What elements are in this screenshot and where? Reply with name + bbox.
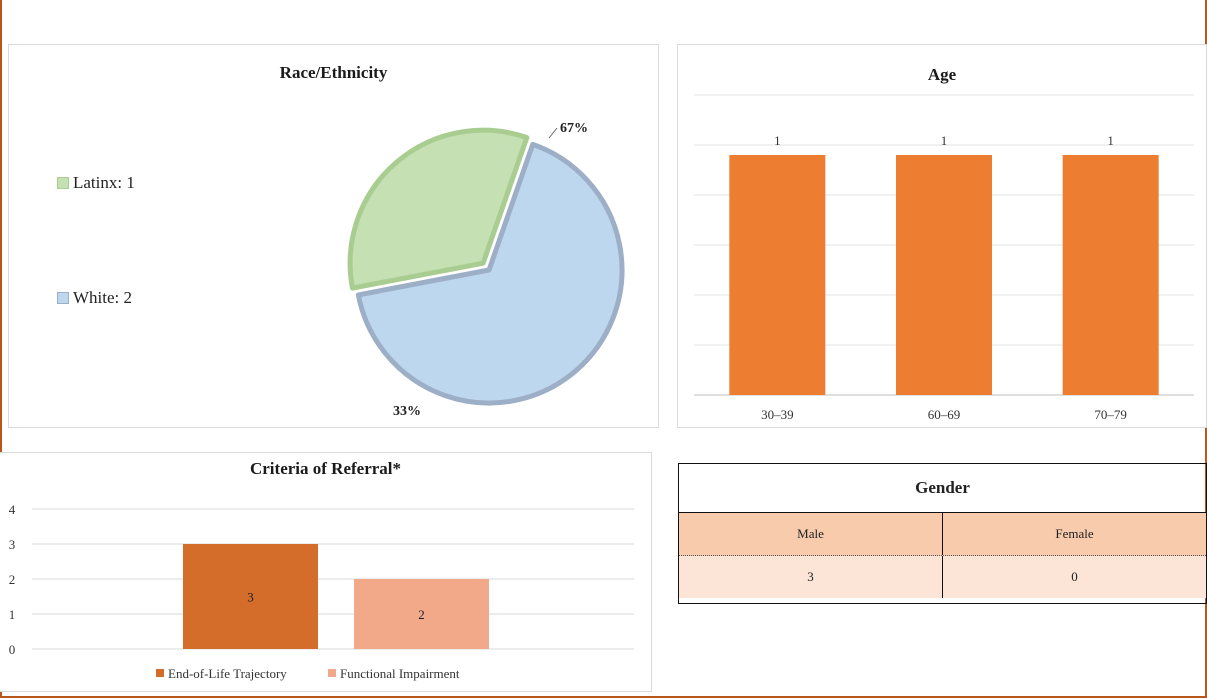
gender-header-row: Male Female [679, 513, 1206, 556]
criteria-legend-label: Functional Impairment [340, 666, 460, 681]
criteria-bar [183, 544, 318, 649]
age-category-label: 30–39 [761, 407, 794, 422]
race-chart-panel: Race/Ethnicity Latinx: 1 White: 2 33% 67% [8, 44, 659, 428]
pie-slice-white [355, 141, 625, 406]
criteria-y-tick-label: 0 [9, 642, 16, 657]
criteria-y-tick-label: 1 [9, 607, 16, 622]
criteria-chart-panel: Criteria of Referral* 0 1 2 3 4 3 2 End-of-Life… [0, 452, 652, 692]
criteria-bar [354, 579, 489, 649]
legend-swatch-latinx [57, 177, 69, 189]
gender-table: Gender Male Female 3 0 [678, 463, 1207, 604]
race-chart-title: Race/Ethnicity [279, 63, 388, 82]
pie-data-label-white: 67% [560, 121, 588, 136]
criteria-y-tick-label: 2 [9, 572, 16, 587]
criteria-legend-swatch [328, 669, 336, 677]
age-chart-title: Age [927, 65, 957, 84]
legend-item-latinx: Latinx: 1 [57, 173, 135, 193]
gender-header-female: Female [942, 513, 1206, 555]
age-data-label: 1 [1107, 133, 1114, 148]
age-bar-chart: 1 30–39 1 60–69 1 70–79 [694, 94, 1194, 422]
age-bar [1062, 155, 1159, 395]
gender-value-row: 3 0 [679, 556, 1206, 598]
age-category-label: 60–69 [928, 407, 961, 422]
criteria-data-label: 2 [418, 607, 425, 622]
gender-header-male: Male [797, 526, 824, 541]
pie-data-label-latinx: 33% [393, 404, 421, 419]
age-bar [729, 155, 826, 395]
pie-slice-latinx [347, 127, 530, 291]
gender-table-title: Gender [679, 464, 1206, 513]
legend-label-white: White: 2 [73, 288, 133, 307]
legend-swatch-white [57, 292, 69, 304]
criteria-chart-title: Criteria of Referral* [249, 459, 402, 478]
gender-value-female: 0 [942, 556, 1206, 598]
gender-value-male: 3 [807, 569, 814, 584]
criteria-bar-chart: 0 1 2 3 4 3 2 End-of-Life Trajectory Functional … [9, 502, 634, 681]
age-category-label: 70–79 [1094, 407, 1127, 422]
pie-leader-line-white [548, 127, 558, 139]
legend-label-latinx: Latinx: 1 [73, 173, 135, 192]
age-bar [896, 155, 992, 395]
legend-item-white: White: 2 [57, 288, 132, 308]
criteria-legend-swatch [156, 669, 164, 677]
age-data-label: 1 [774, 133, 781, 148]
criteria-data-label: 3 [247, 590, 254, 605]
criteria-y-tick-label: 4 [9, 502, 16, 517]
age-data-label: 1 [941, 133, 948, 148]
criteria-legend-label: End-of-Life Trajectory [168, 666, 287, 681]
race-pie-chart: 33% 67% [347, 121, 625, 419]
criteria-y-tick-label: 3 [9, 537, 16, 552]
age-chart-panel: Age 1 30–39 1 60–69 1 70–79 [677, 44, 1207, 428]
